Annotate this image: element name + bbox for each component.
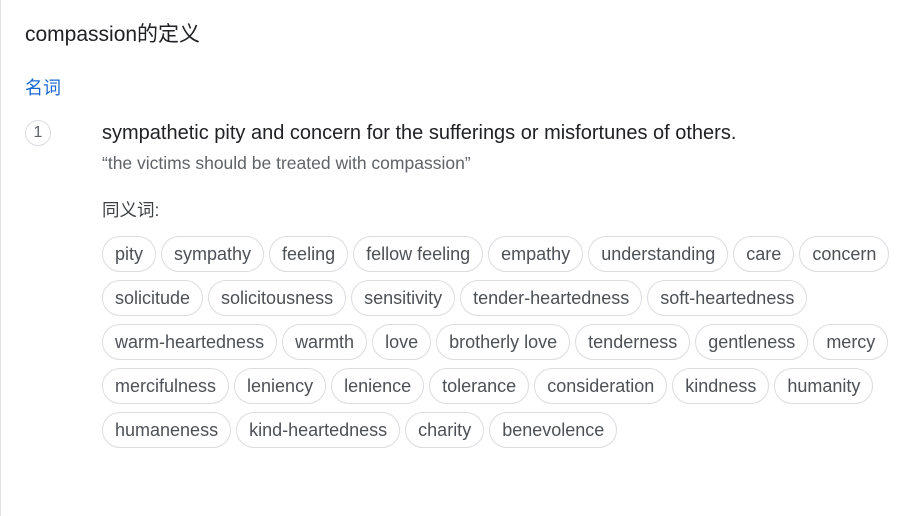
synonym-chip[interactable]: warmth [282,324,368,360]
synonym-chip[interactable]: lenience [331,368,425,404]
synonym-chip[interactable]: benevolence [489,412,618,448]
page-title: compassion的定义 [25,23,201,46]
synonym-chip[interactable]: love [372,324,432,360]
synonym-chip[interactable]: empathy [488,236,584,272]
synonym-chip[interactable]: consideration [534,368,668,404]
synonym-chip[interactable]: sympathy [161,236,265,272]
synonym-chip[interactable]: tender-heartedness [460,280,643,316]
synonym-chip[interactable]: soft-heartedness [647,280,808,316]
example-sentence: “the victims should be treated with comp… [102,153,471,173]
synonym-chip[interactable]: mercifulness [102,368,230,404]
synonym-chip[interactable]: charity [405,412,485,448]
synonym-chip[interactable]: care [733,236,795,272]
synonym-chip[interactable]: feeling [269,236,349,272]
synonym-chip[interactable]: kind-heartedness [236,412,401,448]
definition-text: sympathetic pity and concern for the suf… [102,122,737,144]
synonym-chip[interactable]: sensitivity [351,280,456,316]
synonym-chip[interactable]: humaneness [102,412,232,448]
synonyms-label: 同义词: [102,200,160,220]
synonym-chip[interactable]: understanding [588,236,729,272]
synonym-chip[interactable]: kindness [672,368,770,404]
synonym-chip[interactable]: concern [799,236,890,272]
synonym-chip[interactable]: tenderness [575,324,691,360]
synonym-chip[interactable]: warm-heartedness [102,324,278,360]
synonym-chip[interactable]: brotherly love [436,324,571,360]
synonym-chip[interactable]: tolerance [429,368,530,404]
synonym-chip[interactable]: solicitousness [208,280,347,316]
synonym-chip-list: pity sympathy feeling fellow feeling empathy… [102,236,892,448]
synonym-chip[interactable]: pity [102,236,157,272]
synonym-chip[interactable]: leniency [234,368,327,404]
synonym-chip[interactable]: humanity [774,368,874,404]
synonym-chip[interactable]: mercy [813,324,889,360]
sense-number-badge: 1 [25,120,51,146]
synonym-chip[interactable]: gentleness [695,324,809,360]
synonym-chip[interactable]: fellow feeling [353,236,484,272]
synonym-chip[interactable]: solicitude [102,280,204,316]
part-of-speech: 名词 [25,78,61,98]
